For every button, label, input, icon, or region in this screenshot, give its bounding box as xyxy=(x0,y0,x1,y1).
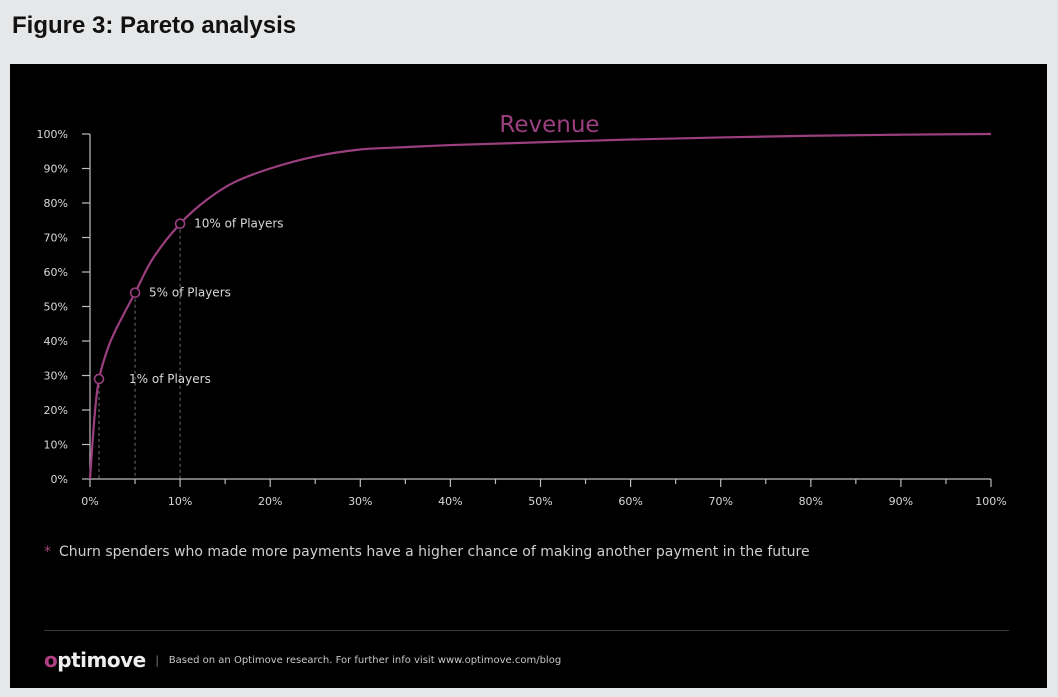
footer: optimove | Based on an Optimove research… xyxy=(44,648,561,672)
footnote-text: Churn spenders who made more payments ha… xyxy=(59,544,810,560)
x-tick-label: 10% xyxy=(168,495,192,508)
x-tick-label: 60% xyxy=(618,495,642,508)
series-label-revenue: Revenue xyxy=(499,112,599,138)
annotation-marker xyxy=(174,218,186,229)
pareto-chart: 0% 10% 20% 30% 40% 50% 60% 70% 80% 90% 100% 0% 10% 20… xyxy=(37,112,1007,508)
annotation-label: 10% of Players xyxy=(194,217,283,231)
y-tick-label: 80% xyxy=(44,197,68,210)
revenue-curve xyxy=(88,132,992,480)
y-tick-label: 100% xyxy=(37,128,68,141)
annotation-label: 5% of Players xyxy=(149,286,231,300)
x-tick-label: 50% xyxy=(528,495,552,508)
y-tick-label: 70% xyxy=(44,232,68,245)
footer-divider xyxy=(44,630,1009,631)
x-tick-label: 40% xyxy=(438,495,462,508)
x-tick-label: 80% xyxy=(799,495,823,508)
footnote: * Churn spenders who made more payments h… xyxy=(44,544,810,560)
x-tick-label: 90% xyxy=(889,495,913,508)
footer-credit: Based on an Optimove research. For furth… xyxy=(168,654,562,666)
x-tick-label: 30% xyxy=(348,495,372,508)
y-tick-label: 30% xyxy=(44,370,68,383)
y-tick-label: 20% xyxy=(44,404,68,417)
annotation-label: 1% of Players xyxy=(129,372,211,386)
y-tick-label: 40% xyxy=(44,335,68,348)
x-tick-label: 100% xyxy=(975,495,1006,508)
optimove-logo: optimove xyxy=(44,648,146,672)
x-tick-label: 0% xyxy=(81,495,98,508)
y-tick-label: 90% xyxy=(44,163,68,176)
figure-title: Figure 3: Pareto analysis xyxy=(12,12,297,39)
footnote-star: * xyxy=(44,544,51,560)
x-tick-label: 70% xyxy=(708,495,732,508)
y-tick-label: 0% xyxy=(51,473,68,486)
y-tick-label: 50% xyxy=(44,301,68,314)
x-tick-label: 20% xyxy=(258,495,282,508)
annotation-marker xyxy=(93,373,105,385)
annotation-marker xyxy=(129,287,141,298)
footer-separator: | xyxy=(155,653,159,667)
y-tick-label: 10% xyxy=(44,439,68,452)
y-tick-label: 60% xyxy=(44,266,68,279)
chart-panel: 0% 10% 20% 30% 40% 50% 60% 70% 80% 90% 100% 0% 10% 20… xyxy=(10,64,1047,688)
